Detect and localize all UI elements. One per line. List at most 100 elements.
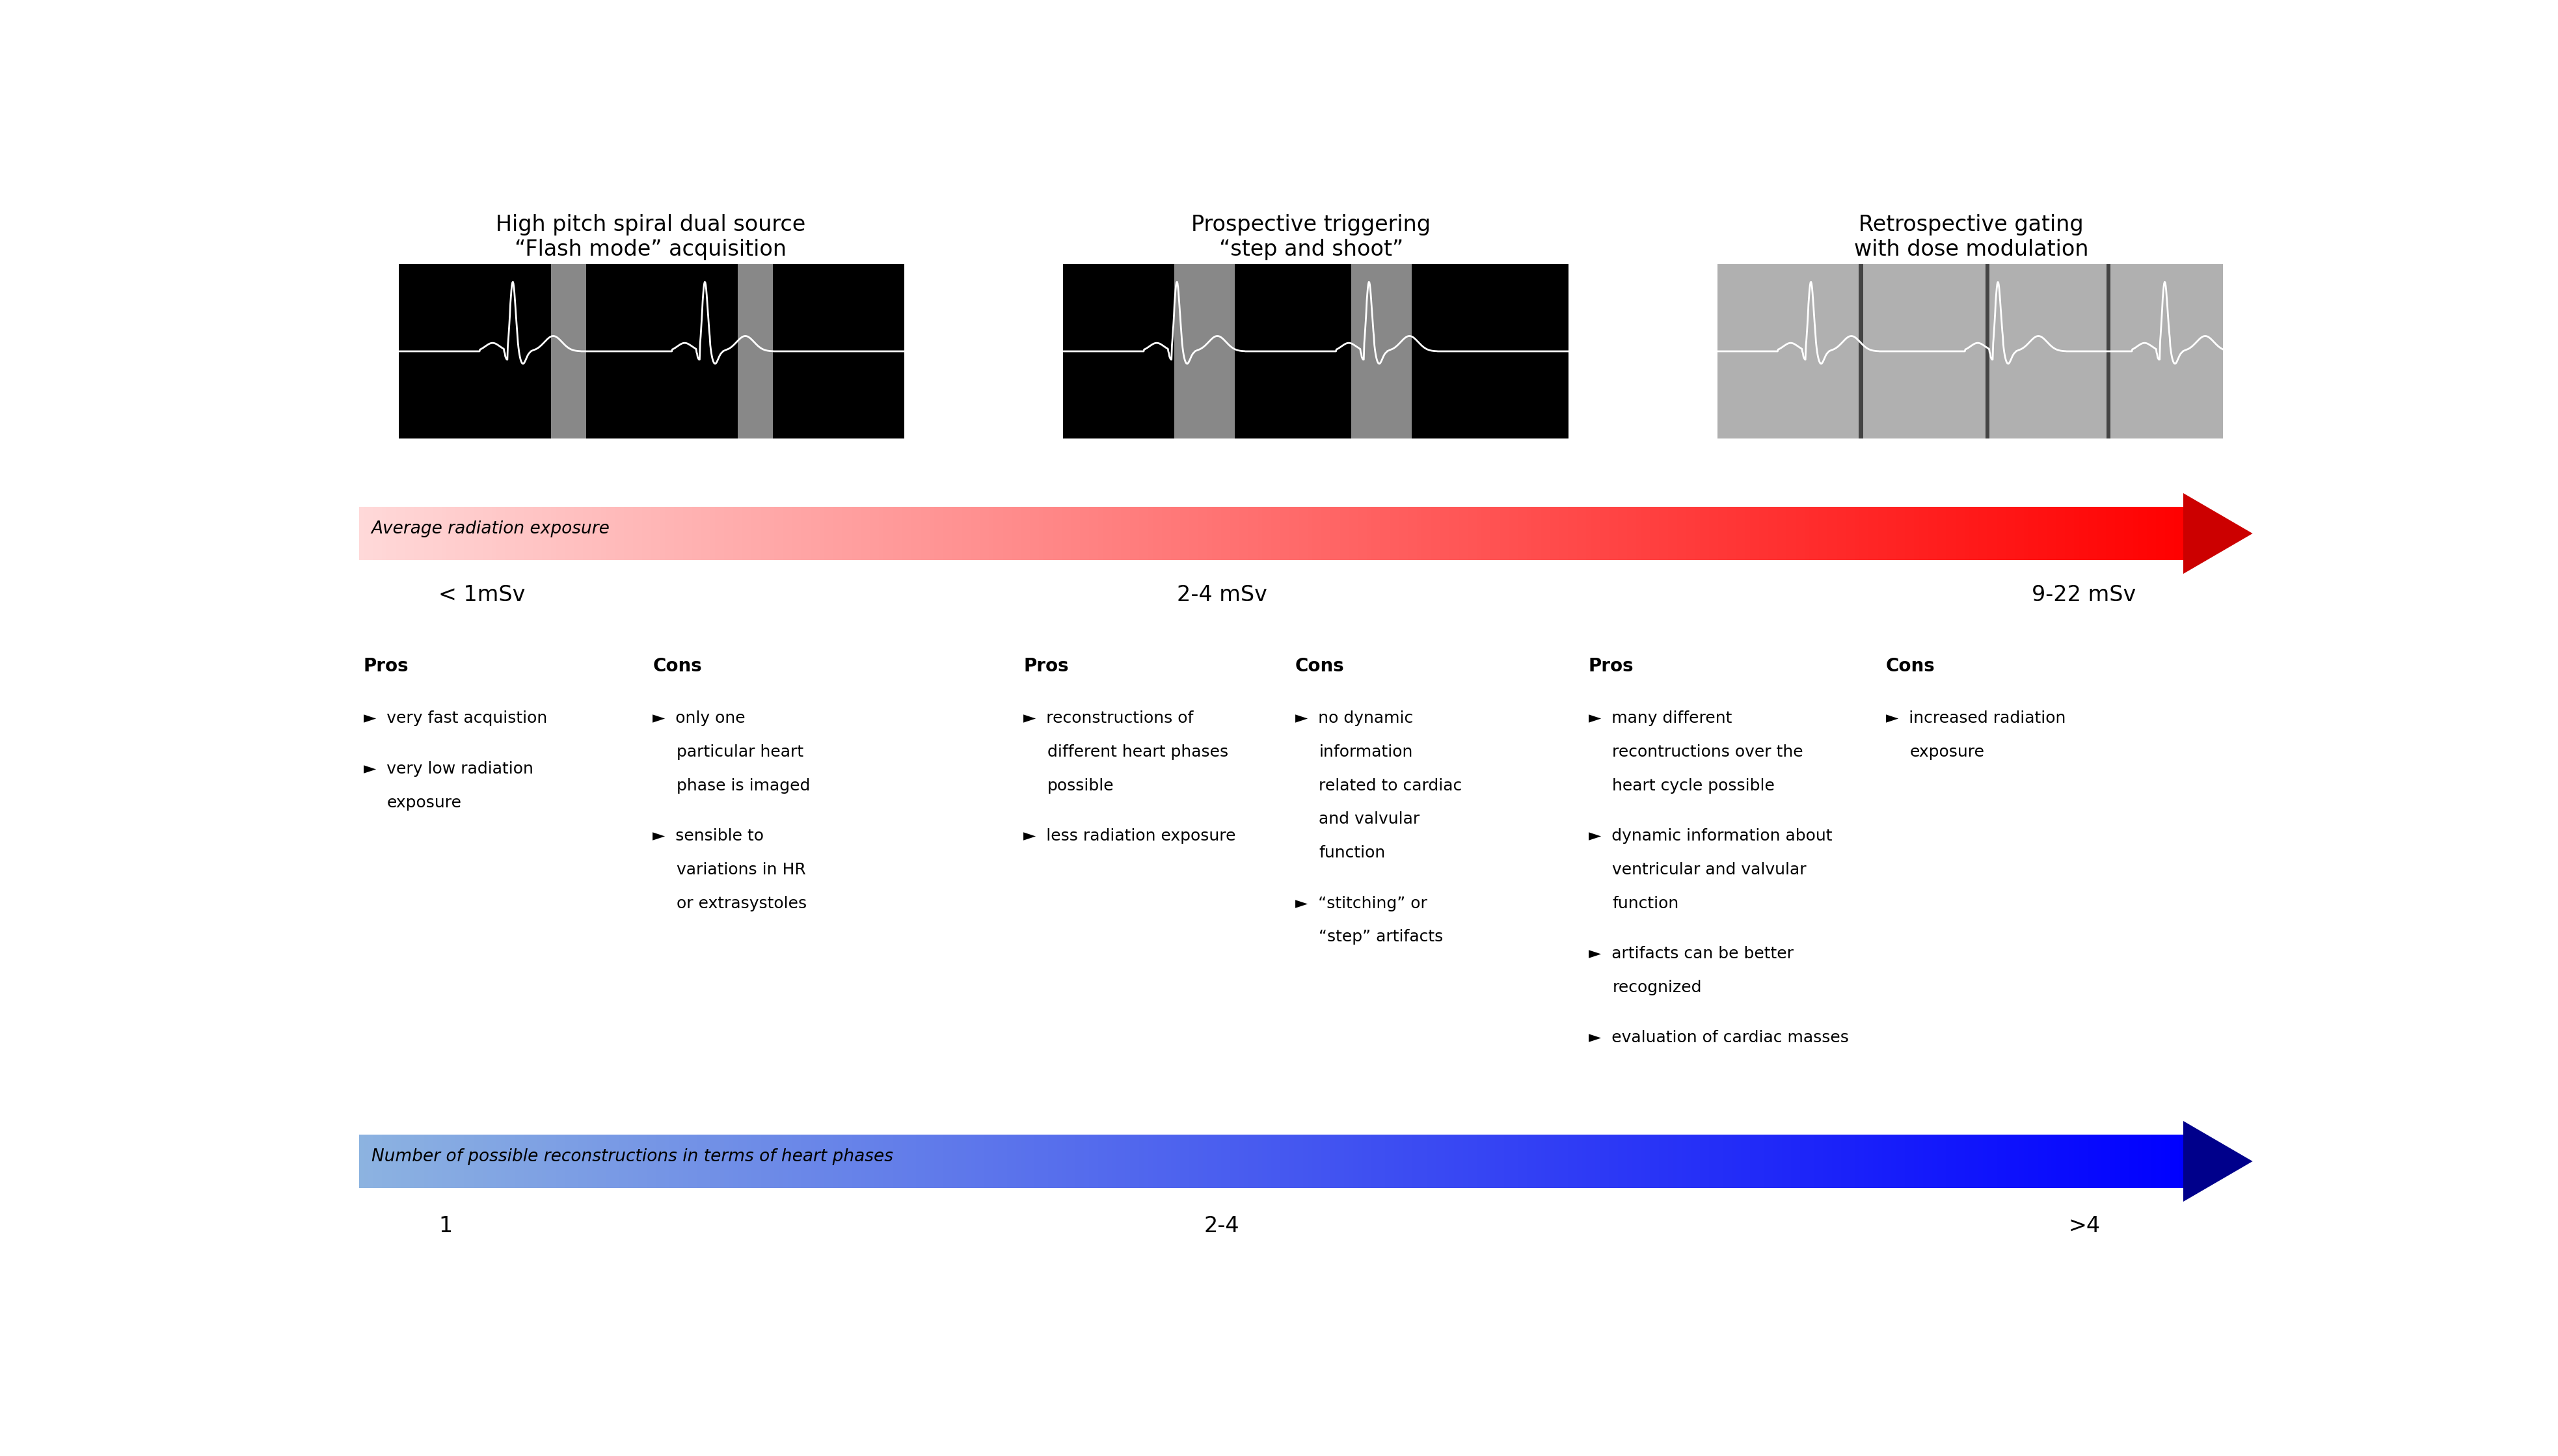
Bar <box>980 507 985 561</box>
Bar <box>1890 1134 1898 1188</box>
Bar <box>2115 1134 2121 1188</box>
Text: ►  no dynamic: ► no dynamic <box>1294 711 1412 727</box>
Text: ►  artifacts can be better: ► artifacts can be better <box>1589 946 1793 961</box>
Bar <box>1842 1134 1847 1188</box>
Bar <box>1386 1134 1392 1188</box>
Bar <box>614 507 619 561</box>
Bar <box>1563 1134 1568 1188</box>
Bar <box>1586 507 1591 561</box>
Bar <box>729 1134 734 1188</box>
Bar <box>1599 507 1606 561</box>
Bar <box>875 507 880 561</box>
Bar <box>1031 507 1036 561</box>
Text: Cons: Cons <box>1885 657 1936 676</box>
Bar <box>2087 1134 2092 1188</box>
Bar <box>1371 507 1376 561</box>
Bar <box>565 1134 570 1188</box>
Bar <box>2151 1134 2156 1188</box>
Bar <box>1021 507 1026 561</box>
Bar <box>1599 1134 1606 1188</box>
Bar <box>1609 507 1614 561</box>
Bar <box>2005 1134 2011 1188</box>
Bar <box>929 507 934 561</box>
Bar <box>1924 1134 1929 1188</box>
Bar <box>1814 507 1819 561</box>
Bar <box>1463 507 1468 561</box>
Bar <box>555 507 560 561</box>
Bar <box>437 1134 443 1188</box>
Bar <box>987 1134 995 1188</box>
Bar <box>414 1134 420 1188</box>
Bar <box>1044 507 1049 561</box>
Bar <box>1995 507 2003 561</box>
Bar <box>1266 507 1271 561</box>
Bar <box>1913 507 1921 561</box>
Bar <box>1412 507 1417 561</box>
Bar <box>1317 507 1322 561</box>
Bar <box>1596 1134 1601 1188</box>
Bar <box>2005 507 2011 561</box>
Bar <box>1358 1134 1363 1188</box>
Bar <box>1031 1134 1036 1188</box>
Bar <box>578 507 583 561</box>
Bar <box>1039 1134 1044 1188</box>
Text: related to cardiac: related to cardiac <box>1320 778 1463 794</box>
Bar <box>1376 1134 1381 1188</box>
Text: information: information <box>1320 744 1412 760</box>
Bar <box>404 1134 409 1188</box>
Bar <box>468 1134 473 1188</box>
Bar <box>1085 507 1090 561</box>
Bar <box>2141 507 2149 561</box>
Bar <box>381 507 389 561</box>
Bar <box>1143 507 1149 561</box>
Bar <box>2100 1134 2108 1188</box>
Bar <box>1358 507 1363 561</box>
Bar <box>1236 1134 1241 1188</box>
Bar <box>2146 507 2151 561</box>
Bar <box>1212 507 1218 561</box>
Bar <box>386 1134 391 1188</box>
Bar <box>1568 1134 1573 1188</box>
Bar <box>2123 507 2128 561</box>
Bar <box>1826 1134 1834 1188</box>
Bar <box>1371 1134 1376 1188</box>
Bar <box>2011 507 2016 561</box>
Bar <box>422 507 430 561</box>
Bar <box>806 1134 811 1188</box>
Bar <box>1120 1134 1126 1188</box>
Bar <box>1149 1134 1154 1188</box>
Bar <box>670 507 675 561</box>
Bar <box>1847 507 1852 561</box>
Bar <box>1681 1134 1688 1188</box>
Bar <box>404 507 409 561</box>
Text: ►  reconstructions of: ► reconstructions of <box>1023 711 1195 727</box>
Bar <box>929 1134 934 1188</box>
Bar <box>1970 1134 1975 1188</box>
Bar <box>1138 1134 1143 1188</box>
Bar <box>1622 1134 1627 1188</box>
Bar <box>701 507 706 561</box>
Bar <box>1959 507 1965 561</box>
Bar <box>1709 507 1714 561</box>
Bar <box>1174 265 1236 438</box>
Bar <box>1161 507 1166 561</box>
Text: “step” artifacts: “step” artifacts <box>1320 929 1443 945</box>
Bar <box>693 507 698 561</box>
Bar <box>1427 507 1432 561</box>
Text: Pros: Pros <box>1589 657 1635 676</box>
Bar <box>778 1134 785 1188</box>
Bar <box>632 507 640 561</box>
Bar <box>524 1134 530 1188</box>
Bar <box>1289 507 1294 561</box>
Bar <box>987 507 995 561</box>
Bar <box>1218 1134 1223 1188</box>
Bar <box>1184 507 1189 561</box>
Bar <box>1617 1134 1624 1188</box>
Bar <box>1450 1134 1456 1188</box>
Bar <box>1719 1134 1724 1188</box>
Bar <box>883 507 890 561</box>
Bar <box>1271 1134 1276 1188</box>
Bar <box>601 1134 606 1188</box>
Bar <box>2075 1134 2080 1188</box>
Bar <box>1458 507 1463 561</box>
